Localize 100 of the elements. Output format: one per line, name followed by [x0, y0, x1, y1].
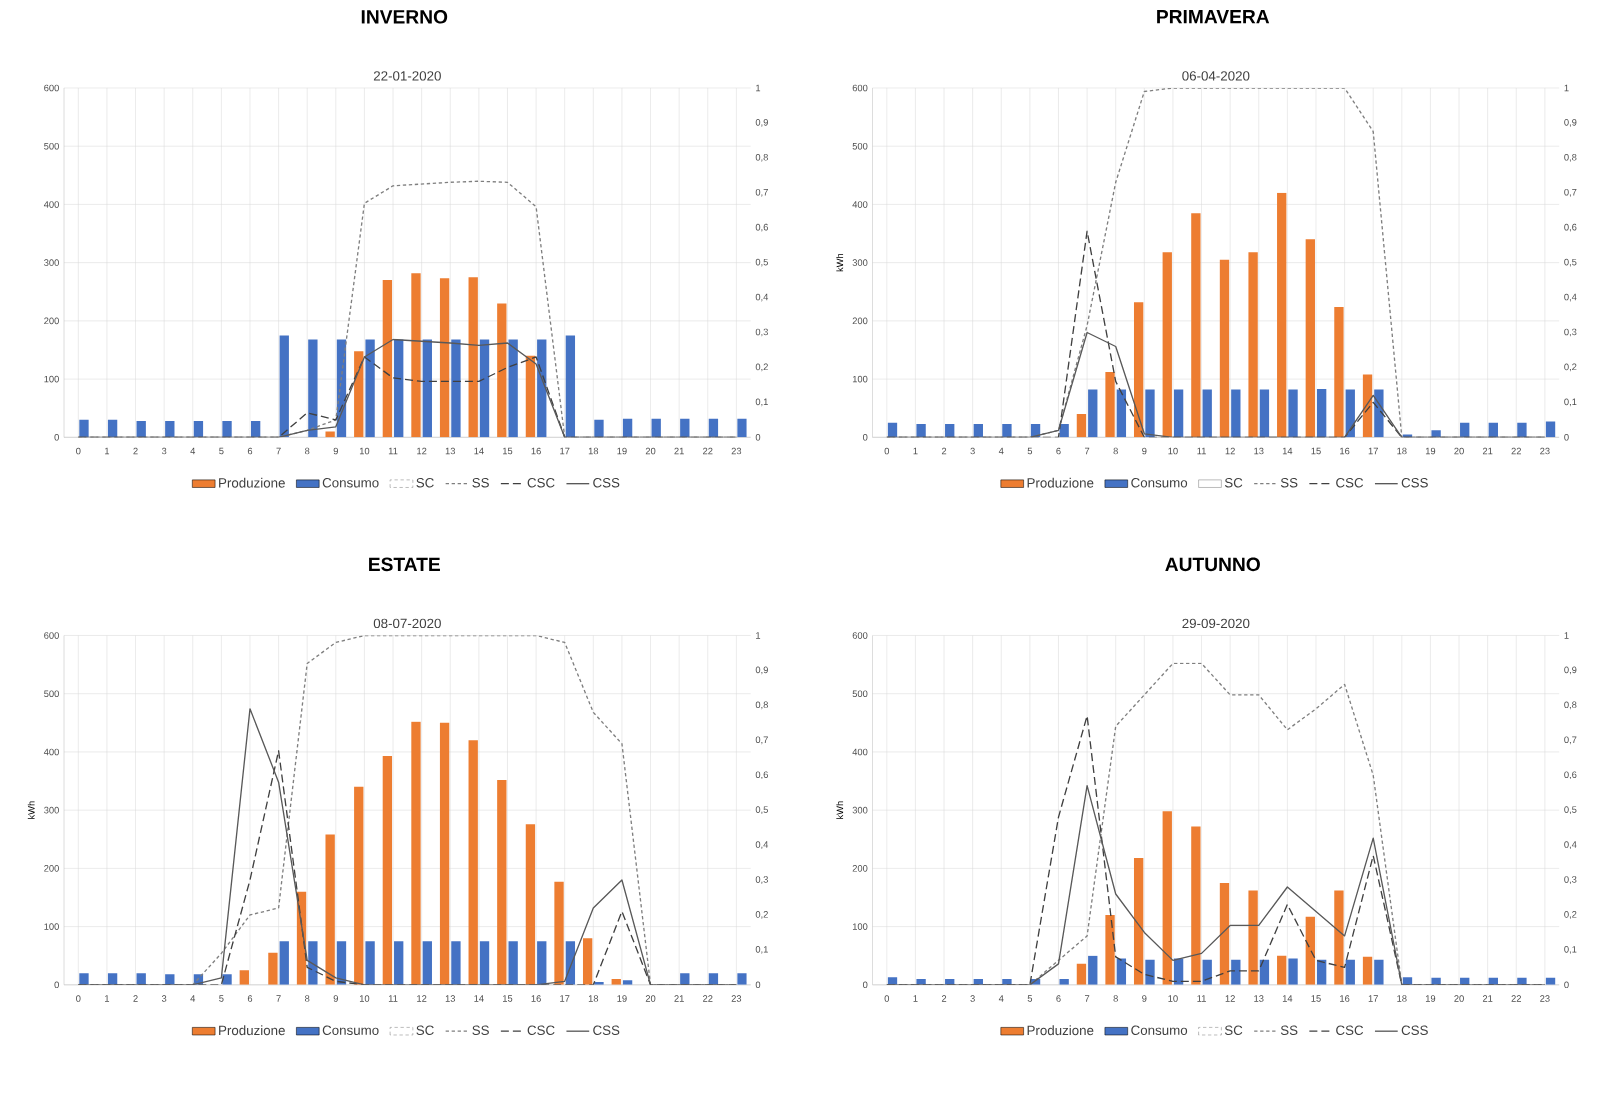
- y2-tick-label: 1: [756, 84, 761, 92]
- x-tick-label: 11: [388, 995, 398, 1002]
- bar: [354, 786, 364, 985]
- x-tick-label: 21: [1482, 447, 1493, 455]
- chart-title: PRIMAVERA: [1157, 10, 1270, 24]
- bar: [451, 941, 461, 985]
- bar: [222, 421, 232, 438]
- bar: [382, 280, 393, 438]
- y2-tick-label: 0,7: [755, 188, 768, 197]
- bar: [708, 973, 719, 985]
- x-tick-label: 10: [359, 995, 370, 1002]
- bar: [422, 941, 432, 985]
- y2-tick-label: 0,3: [1564, 328, 1577, 337]
- y2-tick-label: 0,6: [755, 771, 768, 780]
- y2-tick-label: 0,5: [1564, 258, 1577, 267]
- x-tick-label: 2: [941, 447, 947, 455]
- x-tick-label: 4: [998, 447, 1004, 455]
- y-tick-label: 200: [852, 317, 868, 325]
- bar: [1059, 978, 1069, 985]
- chart-title: ESTATE: [369, 557, 440, 572]
- bar: [508, 339, 518, 438]
- x-tick-label: 9: [333, 995, 338, 1002]
- bar: [1288, 958, 1298, 985]
- bar: [1133, 302, 1144, 438]
- y2-tick-label: 0,1: [1564, 946, 1577, 954]
- x-tick-label: 11: [1197, 447, 1206, 455]
- bar: [479, 941, 490, 985]
- legend-label: Consumo: [1131, 1025, 1188, 1035]
- x-tick-label: 11: [388, 447, 398, 455]
- bar: [565, 335, 576, 438]
- bar: [107, 419, 118, 438]
- bar: [325, 834, 335, 985]
- y2-tick-label: 1: [1564, 632, 1569, 639]
- y-tick-label: 0: [54, 434, 59, 441]
- x-tick-label: 17: [560, 995, 570, 1002]
- legend-label: SS: [472, 1025, 489, 1035]
- x-tick-label: 13: [1254, 447, 1264, 455]
- y-tick-label: 300: [44, 259, 59, 266]
- bar: [250, 421, 261, 438]
- bar: [1316, 388, 1327, 438]
- x-tick-label: 7: [276, 995, 281, 1002]
- x-tick-label: 16: [1340, 447, 1350, 455]
- legend-label: SC: [1224, 1025, 1243, 1035]
- bar: [439, 722, 450, 985]
- y-tick-label: 0: [54, 981, 59, 989]
- x-tick-label: 6: [247, 995, 253, 1002]
- y-tick-label: 200: [44, 865, 59, 872]
- x-tick-label: 20: [645, 995, 656, 1002]
- x-tick-label: 22: [1511, 995, 1521, 1002]
- chart-subtitle: 06-04-2020: [1182, 71, 1250, 81]
- legend-label: Consumo: [322, 478, 379, 488]
- bar: [1288, 389, 1298, 438]
- bar: [165, 974, 175, 985]
- x-tick-label: 6: [1056, 995, 1061, 1002]
- legend-label: CSC: [527, 1025, 555, 1035]
- y2-tick-label: 0,4: [1564, 841, 1577, 849]
- legend-label: CSS: [1401, 1025, 1428, 1035]
- bar: [708, 418, 719, 438]
- x-tick-label: 14: [474, 447, 484, 455]
- x-tick-label: 16: [531, 447, 541, 455]
- y2-tick-label: 0,9: [755, 119, 768, 127]
- x-tick-label: 6: [1056, 447, 1061, 455]
- y2-tick-label: 0,8: [1564, 154, 1577, 162]
- bar: [1219, 259, 1230, 438]
- y2-tick-label: 1: [1564, 84, 1569, 92]
- x-tick-label: 9: [1142, 447, 1147, 455]
- bar: [554, 881, 564, 985]
- bar: [136, 973, 146, 985]
- bar: [1460, 422, 1470, 438]
- y2-tick-label: 1: [756, 632, 761, 639]
- x-tick-label: 14: [1282, 447, 1293, 455]
- bar: [973, 423, 983, 438]
- y-tick-label: 600: [44, 632, 59, 639]
- bar: [680, 418, 690, 438]
- y-tick-label: 300: [852, 259, 868, 266]
- x-tick-label: 23: [731, 995, 742, 1002]
- x-tick-label: 14: [1282, 995, 1293, 1002]
- y-tick-label: 400: [43, 201, 59, 208]
- x-tick-label: 16: [1340, 995, 1350, 1002]
- bar: [1431, 430, 1441, 438]
- x-tick-label: 16: [531, 995, 541, 1002]
- y2-tick-label: 0,3: [755, 876, 768, 884]
- bar: [1162, 252, 1172, 438]
- x-tick-label: 0: [76, 995, 81, 1002]
- bar: [1105, 372, 1115, 438]
- bar: [537, 941, 547, 985]
- x-tick-label: 20: [645, 447, 656, 455]
- bar: [1431, 977, 1441, 985]
- bar: [382, 756, 393, 985]
- bar: [325, 431, 335, 438]
- y2-tick-label: 0,6: [755, 223, 768, 232]
- x-tick-label: 15: [503, 995, 513, 1002]
- bar: [136, 421, 146, 438]
- y2-tick-label: 0,3: [755, 328, 768, 337]
- x-tick-label: 15: [1311, 995, 1321, 1002]
- x-tick-label: 13: [1254, 995, 1264, 1002]
- y-tick-label: 400: [43, 748, 59, 756]
- bar: [439, 278, 450, 438]
- bar: [525, 824, 536, 985]
- bar: [651, 418, 661, 438]
